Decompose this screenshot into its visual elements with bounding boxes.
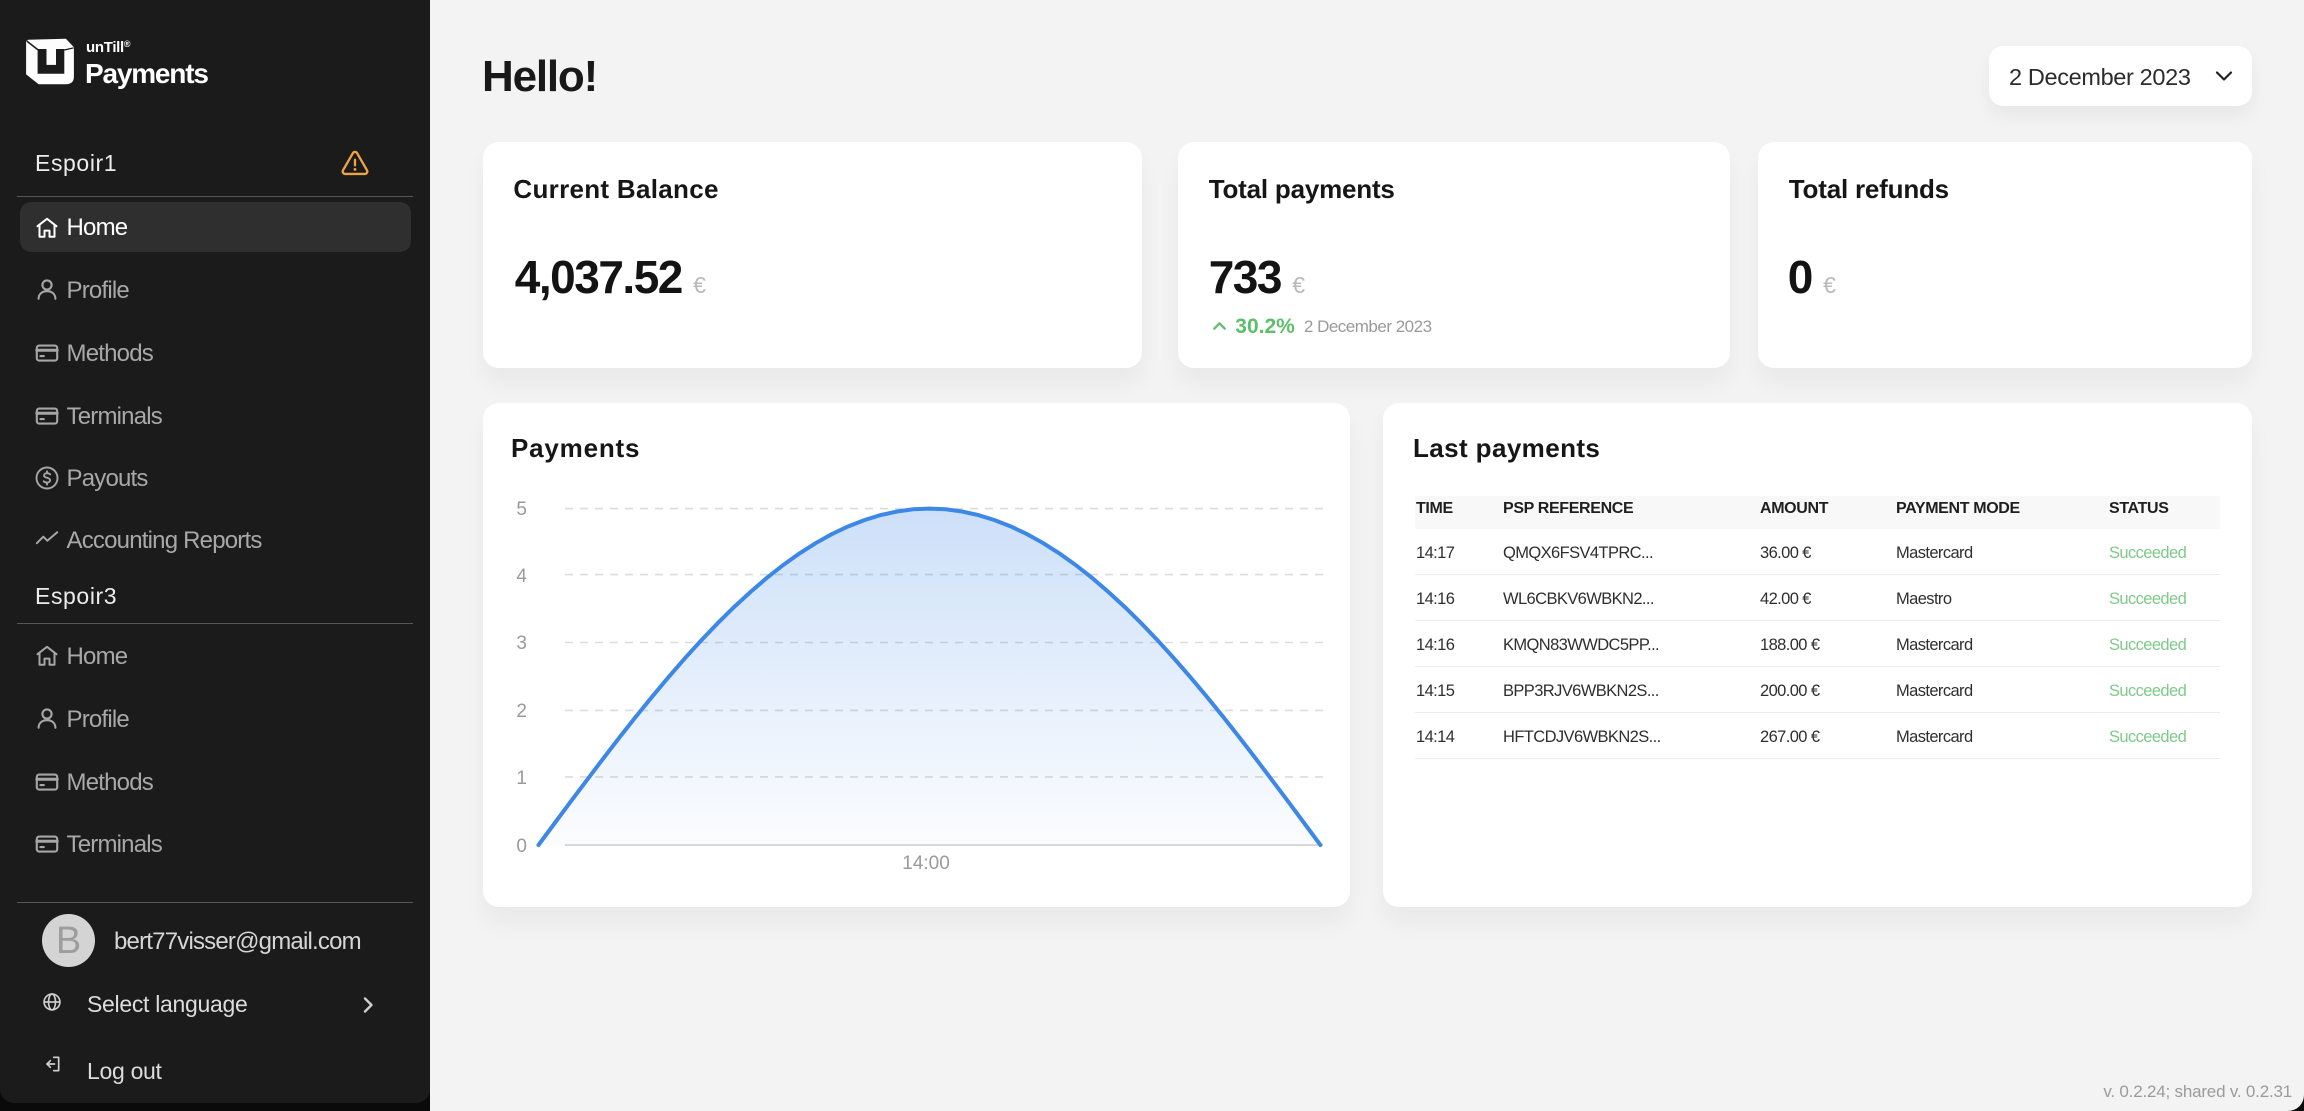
svg-text:3: 3 [516, 633, 527, 654]
svg-text:14:00: 14:00 [902, 853, 950, 874]
svg-text:0: 0 [516, 836, 527, 857]
svg-text:1: 1 [516, 768, 527, 789]
svg-text:2: 2 [516, 701, 527, 722]
svg-text:4: 4 [516, 566, 527, 587]
svg-text:5: 5 [516, 499, 527, 520]
